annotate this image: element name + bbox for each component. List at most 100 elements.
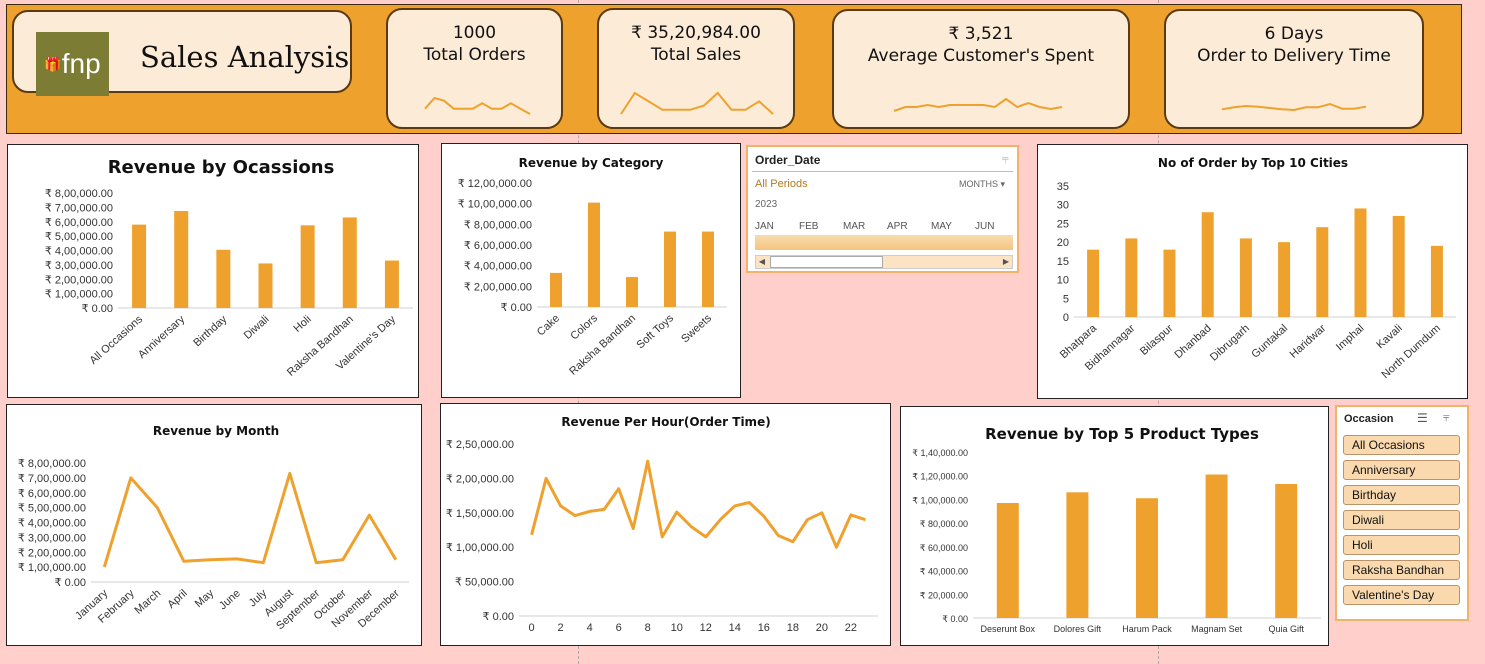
x-tick-label: 4 xyxy=(587,622,593,634)
x-tick-label: 22 xyxy=(845,622,857,634)
x-tick-label: Deserunt Box xyxy=(981,624,1036,634)
chart-title: No of Order by Top 10 Cities xyxy=(1158,156,1348,170)
chart-revenue-by-category: Revenue by Category ₹ 0.00 ₹ 2,00,000.00 ₹ … xyxy=(441,143,741,398)
page-title: Sales Analysis xyxy=(140,40,350,74)
chart-title: Revenue by Top 5 Product Types xyxy=(985,425,1259,443)
clear-filter-icon[interactable]: ⫧ xyxy=(1443,410,1450,424)
scrollbar-thumb[interactable] xyxy=(770,256,883,268)
bar xyxy=(342,217,357,308)
slicer-item[interactable]: Holi xyxy=(1343,535,1460,555)
x-tick-label: Dibrugarh xyxy=(1208,322,1252,363)
bar xyxy=(1087,249,1100,317)
y-tick-label: ₹ 40,000.00 xyxy=(920,567,968,577)
x-tick-label: Dolores Gift xyxy=(1054,624,1102,634)
timeline-month-apr[interactable]: APR xyxy=(887,221,908,232)
x-tick-label: 2 xyxy=(558,622,564,634)
y-tick-label: ₹ 2,00,000.00 xyxy=(446,473,514,485)
sparkline xyxy=(893,97,1063,112)
kpi-total-sales: ₹ 35,20,984.00 Total Sales xyxy=(597,8,795,129)
x-tick-label: 10 xyxy=(671,622,683,634)
y-tick-label: ₹ 2,50,000.00 xyxy=(446,439,514,451)
x-tick-label: Harum Pack xyxy=(1122,624,1172,634)
y-tick-label: ₹ 2,00,000.00 xyxy=(18,547,86,559)
slicer-item[interactable]: Diwali xyxy=(1343,510,1460,530)
x-tick-label: Soft Toys xyxy=(635,312,677,351)
x-tick-label: 20 xyxy=(816,622,828,634)
timeline-month-may[interactable]: MAY xyxy=(931,221,952,232)
y-tick-label: 30 xyxy=(1057,200,1069,212)
timeline-month-jan[interactable]: JAN xyxy=(755,221,774,232)
timeline-month-feb[interactable]: FEB xyxy=(799,221,819,232)
chevron-down-icon: ▾ xyxy=(1000,179,1005,189)
bar xyxy=(1278,242,1291,317)
sparkline-path xyxy=(424,96,531,115)
sparkline xyxy=(1221,102,1367,112)
x-tick-label: April xyxy=(165,587,189,611)
timeline-month-mar[interactable]: MAR xyxy=(843,221,866,232)
occasion-slicer[interactable]: Occasion ☰ ⫧ All Occasions Anniversary Bir… xyxy=(1335,405,1469,621)
slicer-item[interactable]: Raksha Bandhan xyxy=(1343,560,1460,580)
x-tick-label: Colors xyxy=(568,312,600,343)
y-tick-label: ₹ 5,00,000.00 xyxy=(18,503,86,515)
bar xyxy=(1125,238,1138,317)
y-tick-label: ₹ 3,00,000.00 xyxy=(18,532,86,544)
chart-revenue-by-month: Revenue by Month ₹ 0.00 ₹ 1,00,000.00 ₹ 2,0… xyxy=(6,404,422,646)
bar xyxy=(216,249,231,308)
y-tick-label: ₹ 1,00,000.00 xyxy=(18,562,86,574)
y-tick-label: 20 xyxy=(1057,237,1069,249)
slicer-item[interactable]: Birthday xyxy=(1343,485,1460,505)
bar xyxy=(1205,474,1228,618)
y-tick-label: 5 xyxy=(1063,293,1069,305)
bar xyxy=(1239,238,1252,317)
x-tick-label: March xyxy=(133,587,164,616)
bar xyxy=(702,231,714,307)
timeline-range-bar[interactable] xyxy=(755,235,1013,250)
bar xyxy=(132,224,147,308)
scroll-left-icon[interactable]: ◀ xyxy=(758,257,766,266)
kpi-label: Total Sales xyxy=(650,45,742,65)
x-tick-label: 18 xyxy=(787,622,799,634)
x-tick-label: 6 xyxy=(616,622,622,634)
slicer-title: Occasion xyxy=(1344,413,1394,425)
bar xyxy=(626,277,638,307)
y-tick-label: ₹ 0.00 xyxy=(82,303,113,315)
chart-revenue-by-product-type: Revenue by Top 5 Product Types ₹ 0.00 ₹ 20… xyxy=(900,406,1329,646)
clear-filter-icon[interactable]: ⫧ xyxy=(1001,151,1009,166)
slicer-item[interactable]: Anniversary xyxy=(1343,460,1460,480)
y-tick-label: ₹ 4,00,000.00 xyxy=(45,246,113,258)
y-tick-label: ₹ 6,00,000.00 xyxy=(464,240,532,252)
sparkline-path xyxy=(893,97,1063,112)
y-tick-label: ₹ 6,00,000.00 xyxy=(45,217,113,229)
y-tick-label: ₹ 8,00,000.00 xyxy=(464,219,532,231)
y-tick-label: ₹ 1,00,000.00 xyxy=(446,542,514,554)
y-tick-label: ₹ 7,00,000.00 xyxy=(45,202,113,214)
multi-select-icon[interactable]: ☰ xyxy=(1417,411,1428,425)
y-tick-label: ₹ 12,00,000.00 xyxy=(458,178,532,190)
slicer-item[interactable]: All Occasions xyxy=(1343,435,1460,455)
slicer-item[interactable]: Valentine's Day xyxy=(1343,585,1460,605)
sparkline xyxy=(620,91,774,115)
y-tick-label: 25 xyxy=(1057,218,1069,230)
chart-title: Revenue Per Hour(Order Time) xyxy=(561,415,770,429)
y-tick-label: ₹ 1,00,000.00 xyxy=(912,495,968,505)
x-tick-label: 16 xyxy=(758,622,770,634)
y-tick-label: ₹ 2,00,000.00 xyxy=(45,274,113,286)
y-tick-label: 10 xyxy=(1057,275,1069,287)
timeline-scrollbar[interactable]: ◀ ▶ xyxy=(755,255,1013,269)
scroll-right-icon[interactable]: ▶ xyxy=(1002,257,1010,266)
sparkline-path xyxy=(620,91,774,115)
y-tick-label: 15 xyxy=(1057,256,1069,268)
x-tick-label: Birthday xyxy=(191,313,229,349)
bar xyxy=(664,231,676,307)
title-card: 🎁fnp Sales Analysis xyxy=(12,10,352,96)
kpi-total-orders: 1000 Total Orders xyxy=(386,8,563,129)
timeline-level-dropdown[interactable]: MONTHS ▾ xyxy=(959,179,1005,190)
timeline-period: All Periods xyxy=(755,178,808,190)
order-date-timeline[interactable]: Order_Date ⫧ All Periods MONTHS ▾ 2023 ◀… xyxy=(746,145,1019,273)
y-tick-label: ₹ 0.00 xyxy=(501,302,532,314)
timeline-month-jun[interactable]: JUN xyxy=(975,221,995,232)
bar xyxy=(1316,227,1329,317)
bar xyxy=(258,263,273,308)
series-line xyxy=(530,459,866,549)
x-tick-label: 14 xyxy=(729,622,741,634)
